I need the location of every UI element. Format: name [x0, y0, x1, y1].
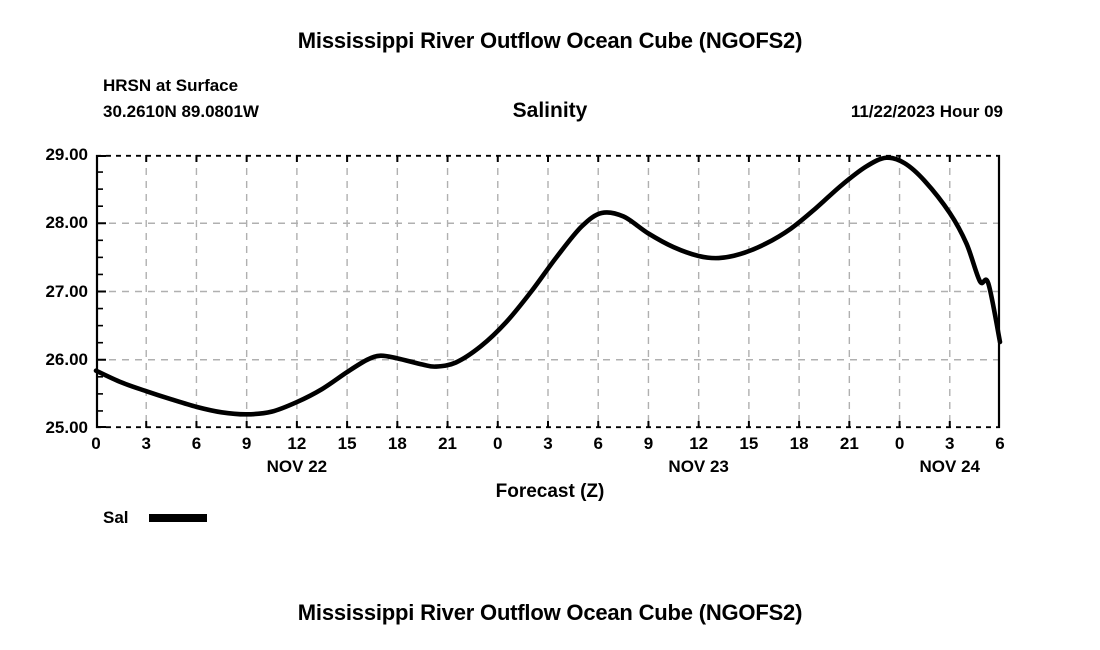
x-axis-tick-label: 0 [894, 434, 905, 453]
x-axis-tick-label: 12 [689, 434, 709, 453]
y-axis-tick-label: 25.00 [45, 418, 88, 437]
plot-area [93, 154, 1003, 429]
x-axis-day-label: NOV 24 [919, 457, 981, 476]
y-axis-tick-label: 29.00 [45, 145, 88, 164]
page-title: Mississippi River Outflow Ocean Cube (NG… [297, 28, 803, 53]
y-axis-tick-label: 27.00 [45, 281, 88, 301]
salinity-line-series [93, 155, 1003, 417]
legend: Sal [103, 508, 207, 528]
y-axis-tick-label: 28.00 [45, 213, 88, 233]
x-axis-day-label: NOV 22 [266, 457, 328, 476]
run-time-label: 11/22/2023 Hour 09 [850, 102, 1003, 121]
x-axis-tick-label: 6 [191, 434, 202, 453]
footer-title: Mississippi River Outflow Ocean Cube (NG… [297, 600, 803, 625]
x-axis-tick-label: 12 [287, 434, 307, 453]
axis-frame-and-ticks [95, 154, 1001, 429]
x-axis-tick-label: 9 [241, 434, 252, 453]
x-axis-tick-label: 21 [438, 434, 458, 453]
x-axis-title: Forecast (Z) [495, 481, 605, 502]
y-axis-tick-label: 26.00 [45, 349, 88, 369]
x-axis-tick-label: 3 [945, 434, 955, 453]
x-axis-tick-label: 9 [643, 434, 654, 453]
x-axis-tick-label: 3 [141, 434, 151, 453]
x-axis-tick-label: 0 [91, 434, 101, 453]
x-axis-day-label: NOV 23 [668, 457, 729, 476]
station-label: HRSN at Surface [103, 76, 239, 95]
x-axis-tick-label: 18 [789, 434, 809, 453]
x-axis-tick-label: 21 [839, 434, 859, 453]
x-axis-tick-label: 15 [337, 434, 357, 453]
coordinates-label: 30.2610N 89.0801W [103, 102, 259, 121]
legend-swatch-sal [148, 514, 207, 522]
x-axis-tick-label: 6 [593, 434, 603, 453]
x-axis-tick-label: 0 [493, 434, 503, 453]
x-axis-tick-label: 15 [739, 434, 759, 453]
x-axis-tick-label: 6 [995, 434, 1005, 453]
variable-title: Salinity [512, 99, 588, 122]
x-axis-tick-label: 3 [543, 434, 553, 453]
legend-label-sal: Sal [103, 508, 129, 527]
x-axis-tick-label: 18 [387, 434, 407, 453]
grid-lines [96, 155, 1000, 428]
